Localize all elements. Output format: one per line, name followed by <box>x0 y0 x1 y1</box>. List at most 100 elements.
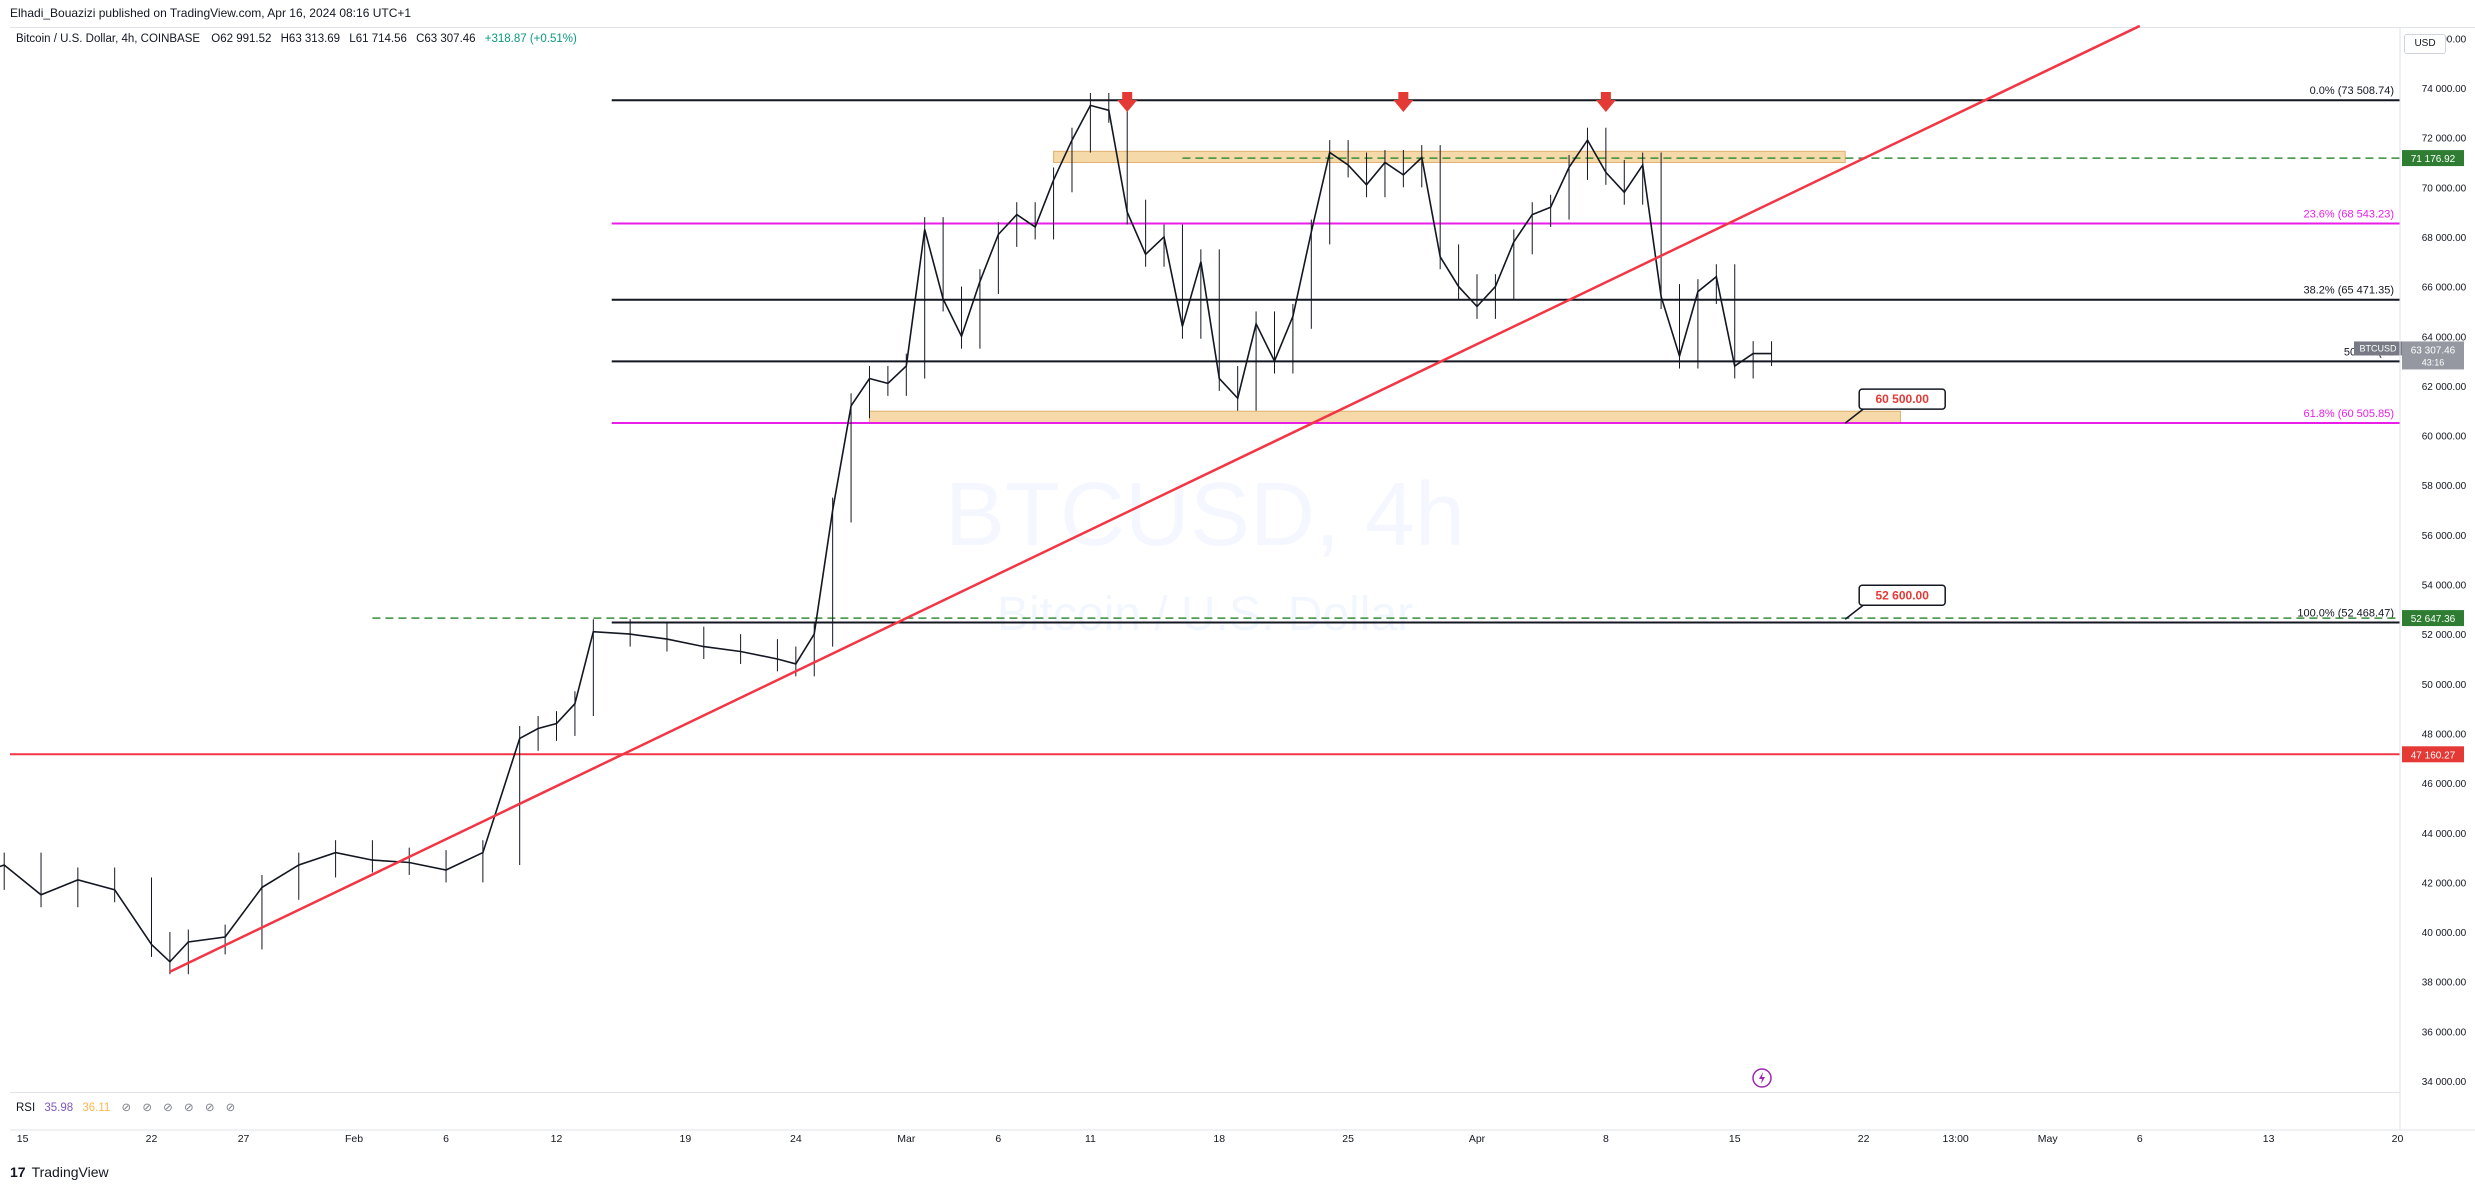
legend-c-label: C <box>416 33 425 45</box>
trendline <box>169 24 2141 973</box>
tv-logo-text: TradingView <box>31 1164 109 1180</box>
tradingview-logo[interactable]: 17 TradingView <box>10 1164 109 1180</box>
y-tick-label: 50 000.00 <box>2422 680 2467 691</box>
fib-level-label-4: 61.8% (60 505.85) <box>2303 408 2394 420</box>
red-line-tag-bg <box>2402 746 2464 763</box>
x-tick-label: 22 <box>1858 1133 1870 1145</box>
axis-layer: 71 176.92 52 647.36 47 160.27 BTCUSD 63 307.… <box>10 28 2475 1145</box>
callout-box-0 <box>1858 388 1946 410</box>
y-tick-label: 48 000.00 <box>2422 729 2467 740</box>
dashed-level-tag-0: 71 176.92 <box>2411 154 2456 165</box>
current-price-tag: 63 307.46 <box>2411 345 2456 356</box>
x-tick-label: 18 <box>1213 1133 1225 1145</box>
rsi-value-1: 35.98 <box>44 1102 74 1114</box>
y-tick-label: 60 000.00 <box>2422 432 2467 443</box>
callout-box-1 <box>1858 584 1946 607</box>
y-tick-label: 40 000.00 <box>2422 928 2467 939</box>
dashed-level-tag-bg-0 <box>2402 150 2464 167</box>
overlay-layer: 60 500.00 52 600.00 <box>169 24 2141 1088</box>
top-divider <box>10 27 2475 28</box>
x-tick-label: 12 <box>551 1133 563 1145</box>
down-arrow-icon <box>1393 92 1414 112</box>
callout-pointer-1 <box>1844 604 1864 620</box>
legend-symbol: Bitcoin / U.S. Dollar, 4h, COINBASE <box>16 33 201 45</box>
y-tick-label: 44 000.00 <box>2422 829 2467 840</box>
y-tick-label: 70 000.00 <box>2422 183 2467 194</box>
x-tick-label: 24 <box>790 1133 802 1145</box>
red-line-tag: 47 160.27 <box>2411 750 2456 761</box>
y-tick-label: 72 000.00 <box>2422 134 2467 145</box>
y-tick-label: 54 000.00 <box>2422 581 2467 592</box>
legend-high: 63 313.69 <box>288 33 341 45</box>
x-tick-label: 6 <box>995 1133 1001 1145</box>
rsi-visibility-icons[interactable]: ⊘ ⊘ ⊘ ⊘ ⊘ ⊘ <box>121 1102 240 1114</box>
x-tick-label: 25 <box>1342 1133 1354 1145</box>
fib-level-label-2: 38.2% (65 471.35) <box>2303 285 2394 297</box>
x-tick-label: 15 <box>17 1133 29 1145</box>
callout-text-0: 60 500.00 <box>1876 392 1930 406</box>
legend-change: +318.87 (+0.51%) <box>484 33 577 45</box>
x-tick-label: 8 <box>1603 1133 1609 1145</box>
fib-level-label-1: 23.6% (68 543.23) <box>2303 208 2394 220</box>
zone-0 <box>1053 150 1846 163</box>
current-symbol-tag: BTCUSD <box>2359 343 2397 353</box>
fib-level-label-5: 100.0% (52 468.47) <box>2297 608 2394 620</box>
legend-low: 61 714.56 <box>355 33 407 45</box>
rsi-legend[interactable]: RSI 35.98 36.11 ⊘ ⊘ ⊘ ⊘ ⊘ ⊘ <box>16 1100 239 1114</box>
dashed-level-tag-1: 52 647.36 <box>2411 614 2456 625</box>
y-tick-label: 36 000.00 <box>2422 1027 2467 1038</box>
y-tick-label: 66 000.00 <box>2422 283 2467 294</box>
y-tick-label: 74 000.00 <box>2422 84 2467 95</box>
x-tick-label: 6 <box>443 1133 449 1145</box>
publisher-line: Elhadi_Bouazizi published on TradingView… <box>10 6 412 20</box>
callout-text-1: 52 600.00 <box>1876 588 1930 602</box>
levels-layer: 0.0% (73 508.74) 23.6% (68 543.23) 38.2% (… <box>10 85 2400 756</box>
x-tick-label: 13:00 <box>1943 1133 1969 1145</box>
current-countdown: 43:16 <box>2422 357 2445 367</box>
legend-l-label: L <box>349 33 356 45</box>
legend-close: 63 307.46 <box>424 33 476 45</box>
current-price-tag-bg <box>2402 341 2464 370</box>
down-arrow-icon <box>1117 92 1138 112</box>
x-tick-label: 19 <box>680 1133 692 1145</box>
callout-pointer-0 <box>1844 408 1864 424</box>
price-line <box>0 104 1772 963</box>
y-tick-label: 64 000.00 <box>2422 332 2467 343</box>
lightning-glyph <box>1759 1072 1765 1084</box>
y-tick-label: 34 000.00 <box>2422 1077 2467 1088</box>
price-series-layer <box>0 92 1773 975</box>
current-symbol-tag-bg <box>2354 341 2402 356</box>
x-tick-label: 11 <box>1085 1133 1096 1145</box>
rsi-divider <box>10 1092 2400 1093</box>
y-tick-label: 56 000.00 <box>2422 531 2467 542</box>
dashed-level-tag-bg-1 <box>2402 610 2464 627</box>
y-tick-label: 68 000.00 <box>2422 233 2467 244</box>
watermark-name: Bitcoin / U.S. Dollar <box>997 588 1413 641</box>
x-tick-label: Apr <box>1469 1133 1486 1145</box>
y-tick-label: 58 000.00 <box>2422 481 2467 492</box>
x-tick-label: Feb <box>345 1133 363 1145</box>
x-tick-label: 6 <box>2137 1133 2143 1145</box>
y-tick-label: 62 000.00 <box>2422 382 2467 393</box>
y-tick-label: 42 000.00 <box>2422 878 2467 889</box>
y-tick-label: 46 000.00 <box>2422 779 2467 790</box>
down-arrow-icon <box>1595 92 1616 112</box>
y-tick-label: 52 000.00 <box>2422 630 2467 641</box>
y-tick-label: 38 000.00 <box>2422 978 2467 989</box>
legend-h-label: H <box>280 33 289 45</box>
x-tick-label: 20 <box>2392 1133 2404 1145</box>
symbol-legend: Bitcoin / U.S. Dollar, 4h, COINBASE O62 … <box>16 33 577 45</box>
x-tick-label: 22 <box>146 1133 158 1145</box>
legend-o-label: O <box>211 33 221 45</box>
zone-1 <box>868 410 1901 424</box>
x-tick-label: 27 <box>238 1133 250 1145</box>
tv-logo-mark: 17 <box>10 1164 26 1180</box>
watermark-symbol: BTCUSD, 4h <box>945 465 1465 565</box>
rsi-value-2: 36.11 <box>82 1102 111 1114</box>
lightning-icon <box>1752 1068 1772 1088</box>
currency-button[interactable]: USD <box>2404 34 2446 54</box>
x-tick-label: Mar <box>897 1133 916 1145</box>
legend-open: 62 991.52 <box>220 33 272 45</box>
x-tick-label: May <box>2038 1133 2059 1145</box>
